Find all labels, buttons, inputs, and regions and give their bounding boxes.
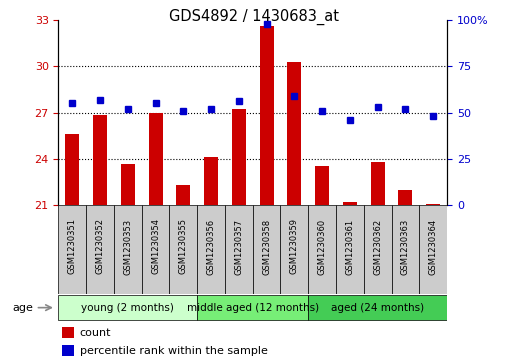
Bar <box>86 205 114 294</box>
Text: GSM1230364: GSM1230364 <box>429 219 438 274</box>
Bar <box>66 134 79 205</box>
Bar <box>114 205 142 294</box>
Text: GSM1230352: GSM1230352 <box>96 219 105 274</box>
Text: middle aged (12 months): middle aged (12 months) <box>186 303 319 313</box>
Text: count: count <box>80 327 111 338</box>
Bar <box>315 166 329 205</box>
Bar <box>343 202 357 205</box>
Text: young (2 months): young (2 months) <box>81 303 174 313</box>
Text: GSM1230355: GSM1230355 <box>179 219 188 274</box>
Bar <box>204 157 218 205</box>
Bar <box>121 164 135 205</box>
Bar <box>197 295 308 320</box>
Text: GSM1230354: GSM1230354 <box>151 219 160 274</box>
Text: GSM1230356: GSM1230356 <box>207 219 215 274</box>
Text: GSM1230361: GSM1230361 <box>345 219 355 274</box>
Bar <box>392 205 419 294</box>
Bar <box>336 205 364 294</box>
Text: percentile rank within the sample: percentile rank within the sample <box>80 346 268 356</box>
Bar <box>142 205 170 294</box>
Text: age: age <box>13 303 34 313</box>
Bar <box>197 205 225 294</box>
Bar <box>280 205 308 294</box>
Bar <box>308 295 447 320</box>
Bar <box>419 205 447 294</box>
Text: GDS4892 / 1430683_at: GDS4892 / 1430683_at <box>169 9 339 25</box>
Bar <box>426 204 440 205</box>
Text: GSM1230363: GSM1230363 <box>401 219 410 275</box>
Text: GSM1230359: GSM1230359 <box>290 219 299 274</box>
Bar <box>62 345 74 356</box>
Bar <box>93 115 107 205</box>
Bar <box>253 205 280 294</box>
Text: GSM1230357: GSM1230357 <box>234 219 243 274</box>
Bar <box>288 62 301 205</box>
Text: GSM1230358: GSM1230358 <box>262 219 271 274</box>
Bar <box>225 205 253 294</box>
Bar <box>364 205 392 294</box>
Bar <box>232 110 246 205</box>
Bar <box>62 327 74 338</box>
Bar <box>176 185 190 205</box>
Text: GSM1230351: GSM1230351 <box>68 219 77 274</box>
Text: GSM1230353: GSM1230353 <box>123 219 132 274</box>
Bar <box>308 205 336 294</box>
Bar <box>371 162 385 205</box>
Bar <box>260 26 273 205</box>
Bar <box>170 205 197 294</box>
Bar <box>149 113 163 205</box>
Bar <box>58 295 197 320</box>
Text: aged (24 months): aged (24 months) <box>331 303 424 313</box>
Bar <box>398 191 412 205</box>
Text: GSM1230362: GSM1230362 <box>373 219 382 274</box>
Text: GSM1230360: GSM1230360 <box>318 219 327 274</box>
Bar <box>58 205 86 294</box>
